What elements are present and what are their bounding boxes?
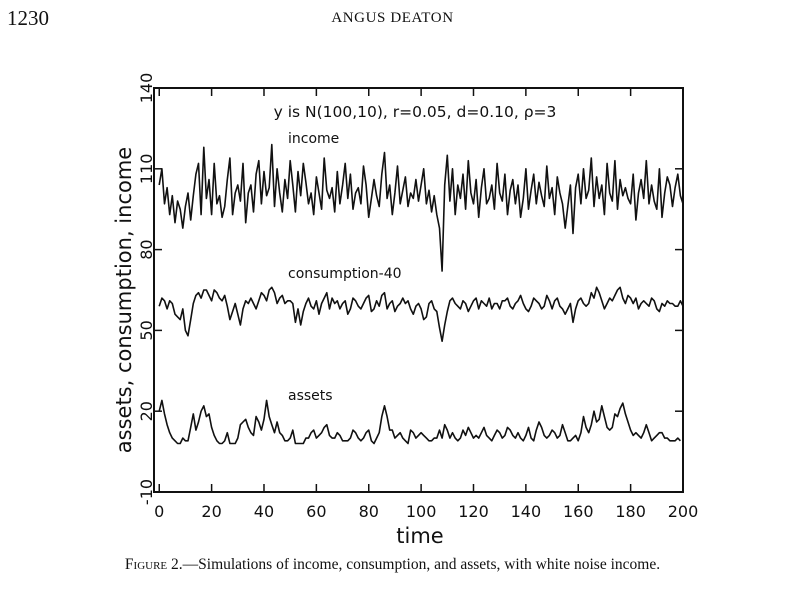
y-tick-label: 50 [137, 320, 156, 340]
x-tick-label: 200 [668, 502, 699, 521]
x-axis-label: time [396, 524, 443, 548]
y-tick-label: -10 [137, 479, 156, 505]
figure-chart: 0 20 40 60 80 100 120 140 160 180 200 -10 20 50 80 110 1… [112, 73, 698, 548]
series-labels: income consumption-40 assets [288, 131, 402, 404]
x-tick-label: 120 [458, 502, 489, 521]
series-label-assets: assets [288, 388, 333, 404]
x-tick-label: 100 [406, 502, 437, 521]
y-tick-label: 80 [137, 239, 156, 259]
y-tick-label: 110 [137, 154, 156, 185]
x-tick-label: 160 [563, 502, 594, 521]
series-label-consumption-40: consumption-40 [288, 266, 402, 282]
figure-label: Figure 2. [124, 556, 183, 573]
series-line-income [158, 143, 684, 272]
y-axis-label: assets, consumption, income [112, 147, 136, 453]
series-lines [158, 143, 684, 445]
x-tick-label: 60 [306, 502, 326, 521]
running-head: ANGUS DEATON [331, 10, 454, 26]
x-tick-label: 80 [359, 502, 379, 521]
series-line-consumption-40 [158, 286, 684, 343]
x-tick-label: 20 [201, 502, 221, 521]
y-tick-label: 140 [137, 73, 156, 104]
page-number: 1230 [7, 6, 49, 30]
x-tick-label: 40 [254, 502, 274, 521]
x-tick-label: 140 [511, 502, 542, 521]
chart-title: y is N(100,10), r=0.05, d=0.10, ρ=3 [274, 103, 557, 121]
caption-text: —Simulations of income, consumption, and… [182, 556, 661, 573]
x-tick-label: 180 [615, 502, 646, 521]
plot-frame [153, 87, 684, 493]
series-label-income: income [288, 131, 339, 147]
y-tick-label: 20 [137, 401, 156, 421]
tick-labels: 0 20 40 60 80 100 120 140 160 180 200 -10 20 50 80 110 1… [137, 73, 698, 521]
figure-caption: Figure 2.—Simulations of income, consump… [0, 556, 785, 574]
series-line-assets [158, 399, 681, 445]
tick-marks [154, 87, 684, 493]
x-tick-label: 0 [154, 502, 164, 521]
